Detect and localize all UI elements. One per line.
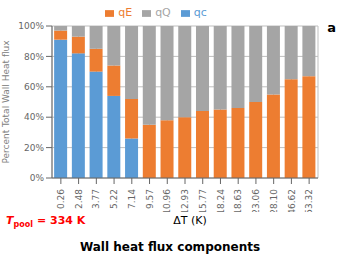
html-text:qE: qE — [118, 6, 133, 19]
svg-text:7.14: 7.14 — [127, 189, 137, 209]
html-text:ΔT (K): ΔT (K) — [173, 214, 207, 227]
svg-text:80%: 80% — [24, 52, 44, 62]
svg-text:0%: 0% — [30, 173, 45, 183]
svg-text:15.77: 15.77 — [198, 189, 208, 212]
svg-text:12.93: 12.93 — [180, 189, 190, 212]
html-text:qc: qc — [193, 6, 207, 19]
svg-text:0.26: 0.26 — [56, 189, 66, 209]
svg-text:40%: 40% — [24, 112, 44, 122]
svg-text:2.48: 2.48 — [74, 189, 84, 209]
svg-text:9.57: 9.57 — [145, 189, 155, 209]
svg-text:60%: 60% — [24, 82, 44, 92]
svg-text:18.24: 18.24 — [216, 189, 226, 212]
html-text:Tpool = 334 K: Tpool = 334 K — [6, 214, 86, 230]
svg-text:46.62: 46.62 — [287, 189, 297, 212]
svg-text:100%: 100% — [18, 21, 44, 31]
html-text:Wall heat flux components: Wall heat flux components — [79, 240, 261, 254]
svg-text:53.32: 53.32 — [304, 189, 314, 212]
html-text:qQ: qQ — [155, 6, 171, 19]
svg-text:28.10: 28.10 — [269, 189, 279, 212]
svg-text:20%: 20% — [24, 143, 44, 153]
html-text:a: a — [327, 20, 336, 35]
svg-text:3.77: 3.77 — [91, 189, 101, 209]
svg-text:10.96: 10.96 — [162, 189, 172, 212]
svg-text:18.63: 18.63 — [233, 189, 243, 212]
svg-text:5.22: 5.22 — [109, 189, 119, 209]
svg-text:Percent Total Wall Heat flux: Percent Total Wall Heat flux — [8, 40, 11, 164]
svg-text:23.06: 23.06 — [251, 189, 261, 212]
